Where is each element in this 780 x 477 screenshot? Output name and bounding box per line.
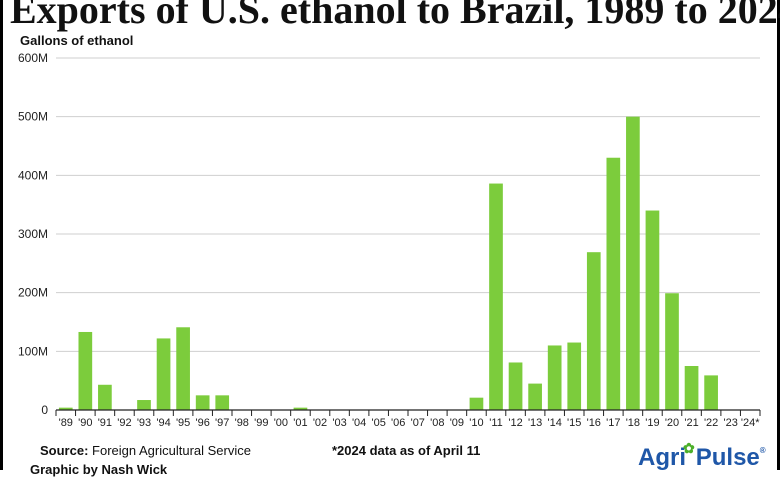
bar — [704, 375, 718, 410]
x-tick-label: '05 — [371, 417, 385, 429]
x-tick-label: '24* — [741, 417, 760, 429]
source-label: Source: — [40, 443, 89, 458]
x-tick-label: '06 — [391, 417, 405, 429]
x-tick-label: '04 — [352, 417, 366, 429]
x-tick-label: '90 — [78, 417, 92, 429]
bar — [645, 210, 660, 410]
x-tick-label: '22 — [704, 417, 718, 429]
x-tick-label: '99 — [254, 417, 268, 429]
bar — [58, 407, 73, 410]
y-tick-label: 400M — [18, 168, 48, 182]
x-tick-label: '09 — [450, 417, 464, 429]
x-tick-label: '21 — [684, 417, 698, 429]
bar — [176, 327, 190, 410]
bar — [528, 383, 542, 410]
x-tick-label: '18 — [626, 417, 640, 429]
x-tick-label: '02 — [313, 417, 327, 429]
x-tick-label: '01 — [293, 417, 307, 429]
bar — [98, 384, 112, 410]
x-tick-label: '00 — [274, 417, 288, 429]
bar — [78, 331, 93, 410]
frame-right-border — [777, 0, 780, 470]
bar — [215, 395, 230, 410]
data-note: *2024 data as of April 11 — [332, 443, 481, 458]
y-tick-label: 100M — [18, 344, 48, 358]
frame-left-border — [0, 0, 3, 470]
x-tick-label: '17 — [606, 417, 620, 429]
x-tick-label: '23 — [723, 417, 737, 429]
x-tick-label: '03 — [332, 417, 346, 429]
bar — [508, 362, 523, 410]
x-tick-label: '93 — [137, 417, 151, 429]
x-tick-label: '14 — [547, 417, 561, 429]
bar — [156, 338, 171, 410]
x-tick-label: '11 — [489, 417, 503, 429]
bar — [665, 293, 679, 410]
x-tick-label: '10 — [469, 417, 483, 429]
x-tick-label: '97 — [215, 417, 229, 429]
y-tick-label: 0 — [41, 403, 48, 417]
y-tick-label: 600M — [18, 51, 48, 65]
x-tick-label: '95 — [176, 417, 190, 429]
bar — [626, 116, 640, 411]
bar — [489, 183, 503, 410]
bar — [293, 407, 308, 410]
bar — [137, 400, 151, 410]
agri-pulse-logo: Agri✿Pulse® — [638, 440, 768, 471]
x-tick-label: '19 — [645, 417, 659, 429]
bar — [684, 366, 699, 410]
x-tick-label: '89 — [59, 417, 73, 429]
x-tick-label: '13 — [528, 417, 542, 429]
leaf-icon: ✿ — [683, 440, 695, 456]
x-tick-label: '12 — [508, 417, 522, 429]
bar — [547, 345, 562, 410]
x-tick-label: '16 — [587, 417, 601, 429]
x-tick-label: '20 — [665, 417, 679, 429]
y-axis-label: Gallons of ethanol — [20, 33, 134, 48]
y-tick-label: 500M — [18, 110, 48, 124]
x-tick-label: '15 — [567, 417, 581, 429]
x-tick-label: '91 — [98, 417, 112, 429]
logo-text-right: Pulse — [695, 444, 760, 471]
y-tick-label: 300M — [18, 227, 48, 241]
bar-chart: 0 100M 200M 300M 400M 500M 600M '89 '90 '91 '92 '93… — [18, 51, 761, 429]
logo-registered-mark: ® — [759, 446, 766, 455]
bar — [606, 157, 621, 410]
x-tick-label: '08 — [430, 417, 444, 429]
source-line: Source: Foreign Agricultural Service — [40, 443, 251, 458]
bar — [195, 395, 210, 410]
bar — [469, 397, 484, 410]
logo-text-left: Agri — [638, 444, 686, 471]
x-tick-label: '94 — [156, 417, 170, 429]
x-tick-label: '92 — [117, 417, 131, 429]
y-tick-label: 200M — [18, 286, 48, 300]
chart-title: Exports of U.S. ethanol to Brazil, 1989 … — [10, 0, 780, 32]
source-text: Foreign Agricultural Service — [92, 443, 251, 458]
x-tick-label: '07 — [411, 417, 425, 429]
bar — [567, 342, 582, 410]
x-tick-label: '96 — [195, 417, 209, 429]
bar — [586, 252, 601, 410]
x-tick-label: '98 — [235, 417, 249, 429]
